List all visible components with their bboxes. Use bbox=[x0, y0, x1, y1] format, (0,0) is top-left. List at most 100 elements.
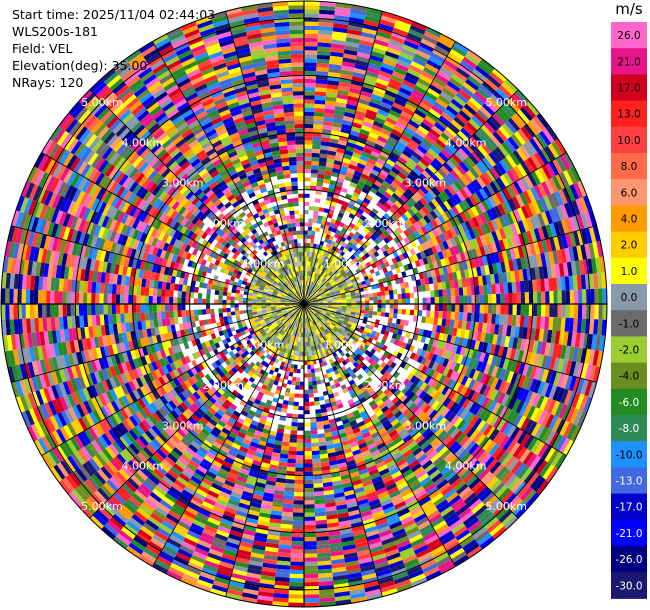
velocity-cell bbox=[351, 322, 358, 328]
velocity-cell bbox=[312, 307, 318, 311]
velocity-cell bbox=[360, 326, 365, 331]
velocity-cell bbox=[323, 279, 328, 284]
velocity-cell bbox=[319, 276, 324, 281]
velocity-cell bbox=[276, 293, 282, 297]
velocity-cell bbox=[296, 369, 301, 374]
velocity-cell bbox=[307, 297, 312, 301]
velocity-cell bbox=[288, 329, 293, 335]
velocity-cell bbox=[331, 357, 337, 363]
velocity-cell bbox=[280, 307, 286, 309]
velocity-cell bbox=[311, 442, 319, 447]
velocity-cell bbox=[290, 335, 294, 341]
velocity-cell bbox=[332, 275, 338, 280]
velocity-cell bbox=[396, 313, 402, 320]
velocity-cell bbox=[313, 206, 320, 212]
velocity-cell bbox=[396, 288, 402, 295]
velocity-cell bbox=[479, 313, 484, 323]
velocity-cell bbox=[243, 294, 248, 298]
velocity-cell bbox=[278, 289, 284, 294]
velocity-cell bbox=[247, 292, 253, 296]
velocity-cell bbox=[298, 332, 301, 338]
velocity-cell bbox=[306, 346, 309, 352]
velocity-cell bbox=[342, 282, 348, 287]
velocity-cell bbox=[270, 346, 276, 352]
velocity-cell bbox=[226, 291, 232, 297]
velocity-cell bbox=[295, 311, 299, 316]
velocity-cell bbox=[292, 340, 297, 346]
velocity-cell bbox=[299, 393, 304, 398]
velocity-cell bbox=[294, 243, 298, 248]
velocity-cell bbox=[272, 312, 278, 316]
velocity-cell bbox=[315, 324, 320, 329]
velocity-cell bbox=[348, 330, 354, 336]
velocity-cell bbox=[285, 301, 290, 303]
velocity-cell bbox=[304, 455, 313, 460]
velocity-cell bbox=[243, 291, 249, 296]
velocity-cell bbox=[312, 325, 316, 331]
velocity-cell bbox=[267, 292, 273, 296]
velocity-cell bbox=[293, 239, 298, 244]
velocity-cell bbox=[277, 345, 283, 351]
velocity-cell bbox=[290, 340, 295, 346]
velocity-cell bbox=[291, 422, 298, 427]
velocity-cell bbox=[292, 295, 297, 299]
velocity-cell bbox=[308, 305, 314, 308]
velocity-cell bbox=[359, 291, 365, 296]
velocity-cell bbox=[288, 334, 292, 340]
velocity-cell bbox=[310, 426, 318, 431]
velocity-cell bbox=[312, 466, 322, 472]
velocity-cell bbox=[194, 286, 199, 293]
velocity-cell bbox=[308, 218, 313, 223]
velocity-cell bbox=[328, 332, 333, 338]
velocity-cell bbox=[312, 315, 316, 320]
velocity-cell bbox=[193, 309, 199, 316]
velocity-cell bbox=[268, 316, 274, 320]
velocity-cell bbox=[292, 405, 299, 411]
velocity-cell bbox=[311, 271, 315, 277]
velocity-cell bbox=[306, 312, 310, 318]
velocity-cell bbox=[258, 317, 264, 322]
velocity-cell bbox=[295, 276, 298, 282]
velocity-cell bbox=[156, 296, 161, 304]
velocity-cell bbox=[358, 274, 364, 280]
velocity-cell bbox=[270, 284, 276, 289]
velocity-cell bbox=[306, 246, 310, 252]
velocity-cell bbox=[308, 256, 312, 262]
velocity-cell bbox=[313, 210, 319, 216]
velocity-cell bbox=[299, 214, 304, 219]
velocity-cell bbox=[288, 339, 293, 345]
velocity-cell bbox=[332, 334, 338, 340]
velocity-cell bbox=[306, 296, 310, 301]
velocity-cell bbox=[270, 334, 276, 340]
velocity-cell bbox=[308, 393, 314, 398]
velocity-cell bbox=[298, 246, 302, 252]
velocity-cell bbox=[298, 296, 302, 301]
velocity-cell bbox=[304, 410, 310, 415]
velocity-cell bbox=[318, 254, 323, 260]
velocity-cell bbox=[164, 304, 170, 312]
velocity-cell bbox=[226, 304, 231, 309]
velocity-cell bbox=[355, 295, 361, 299]
velocity-cell bbox=[326, 293, 332, 297]
velocity-cell bbox=[210, 294, 215, 300]
velocity-cell bbox=[283, 277, 288, 282]
velocity-cell bbox=[340, 325, 346, 330]
velocity-cell bbox=[294, 300, 300, 303]
velocity-cell bbox=[292, 372, 297, 378]
velocity-cell bbox=[295, 321, 299, 327]
velocity-cell bbox=[339, 334, 345, 340]
velocity-cell bbox=[316, 268, 320, 274]
velocity-cell bbox=[308, 300, 314, 303]
velocity-cell bbox=[359, 312, 365, 317]
velocity-cell bbox=[298, 251, 302, 257]
velocity-cell bbox=[328, 325, 334, 330]
velocity-cell bbox=[256, 308, 262, 312]
velocity-cell bbox=[169, 310, 174, 319]
velocity-cell bbox=[317, 296, 322, 299]
velocity-cell bbox=[299, 210, 304, 215]
velocity-cell bbox=[301, 346, 304, 352]
velocity-cell bbox=[309, 336, 312, 342]
velocity-cell bbox=[295, 299, 300, 303]
velocity-cell bbox=[305, 337, 308, 343]
velocity-cell bbox=[311, 161, 319, 166]
